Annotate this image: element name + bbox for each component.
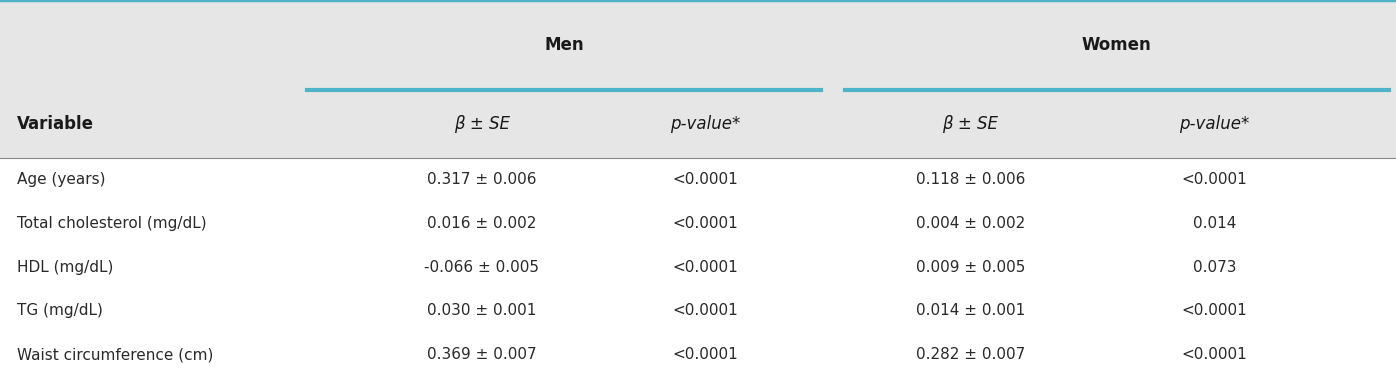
Text: Women: Women [1082, 36, 1152, 54]
Text: <0.0001: <0.0001 [1181, 303, 1248, 318]
Text: <0.0001: <0.0001 [671, 260, 738, 275]
Text: <0.0001: <0.0001 [671, 347, 738, 362]
Bar [0, 158, 1396, 390]
Text: TG (mg/dL): TG (mg/dL) [17, 303, 103, 318]
Text: <0.0001: <0.0001 [671, 216, 738, 231]
Text: <0.0001: <0.0001 [671, 303, 738, 318]
Text: -0.066 ± 0.005: -0.066 ± 0.005 [424, 260, 539, 275]
Text: Waist circumference (cm): Waist circumference (cm) [17, 347, 214, 362]
Text: 0.073: 0.073 [1192, 260, 1237, 275]
Text: 0.009 ± 0.005: 0.009 ± 0.005 [916, 260, 1025, 275]
Text: p-value*: p-value* [1180, 115, 1249, 133]
Text: <0.0001: <0.0001 [1181, 172, 1248, 187]
Text: β ± SE: β ± SE [942, 115, 998, 133]
Text: Total cholesterol (mg/dL): Total cholesterol (mg/dL) [17, 216, 207, 231]
Text: 0.016 ± 0.002: 0.016 ± 0.002 [427, 216, 536, 231]
Text: Variable: Variable [17, 115, 94, 133]
Text: 0.282 ± 0.007: 0.282 ± 0.007 [916, 347, 1025, 362]
Text: 0.369 ± 0.007: 0.369 ± 0.007 [427, 347, 536, 362]
Text: 0.317 ± 0.006: 0.317 ± 0.006 [427, 172, 536, 187]
Text: <0.0001: <0.0001 [671, 172, 738, 187]
Text: 0.030 ± 0.001: 0.030 ± 0.001 [427, 303, 536, 318]
Text: β ± SE: β ± SE [454, 115, 510, 133]
Text: Men: Men [544, 36, 584, 54]
Text: <0.0001: <0.0001 [1181, 347, 1248, 362]
Text: 0.014: 0.014 [1192, 216, 1237, 231]
Text: p-value*: p-value* [670, 115, 740, 133]
Text: 0.004 ± 0.002: 0.004 ± 0.002 [916, 216, 1025, 231]
Text: Age (years): Age (years) [17, 172, 105, 187]
Text: HDL (mg/dL): HDL (mg/dL) [17, 260, 113, 275]
Text: 0.118 ± 0.006: 0.118 ± 0.006 [916, 172, 1025, 187]
Text: 0.014 ± 0.001: 0.014 ± 0.001 [916, 303, 1025, 318]
